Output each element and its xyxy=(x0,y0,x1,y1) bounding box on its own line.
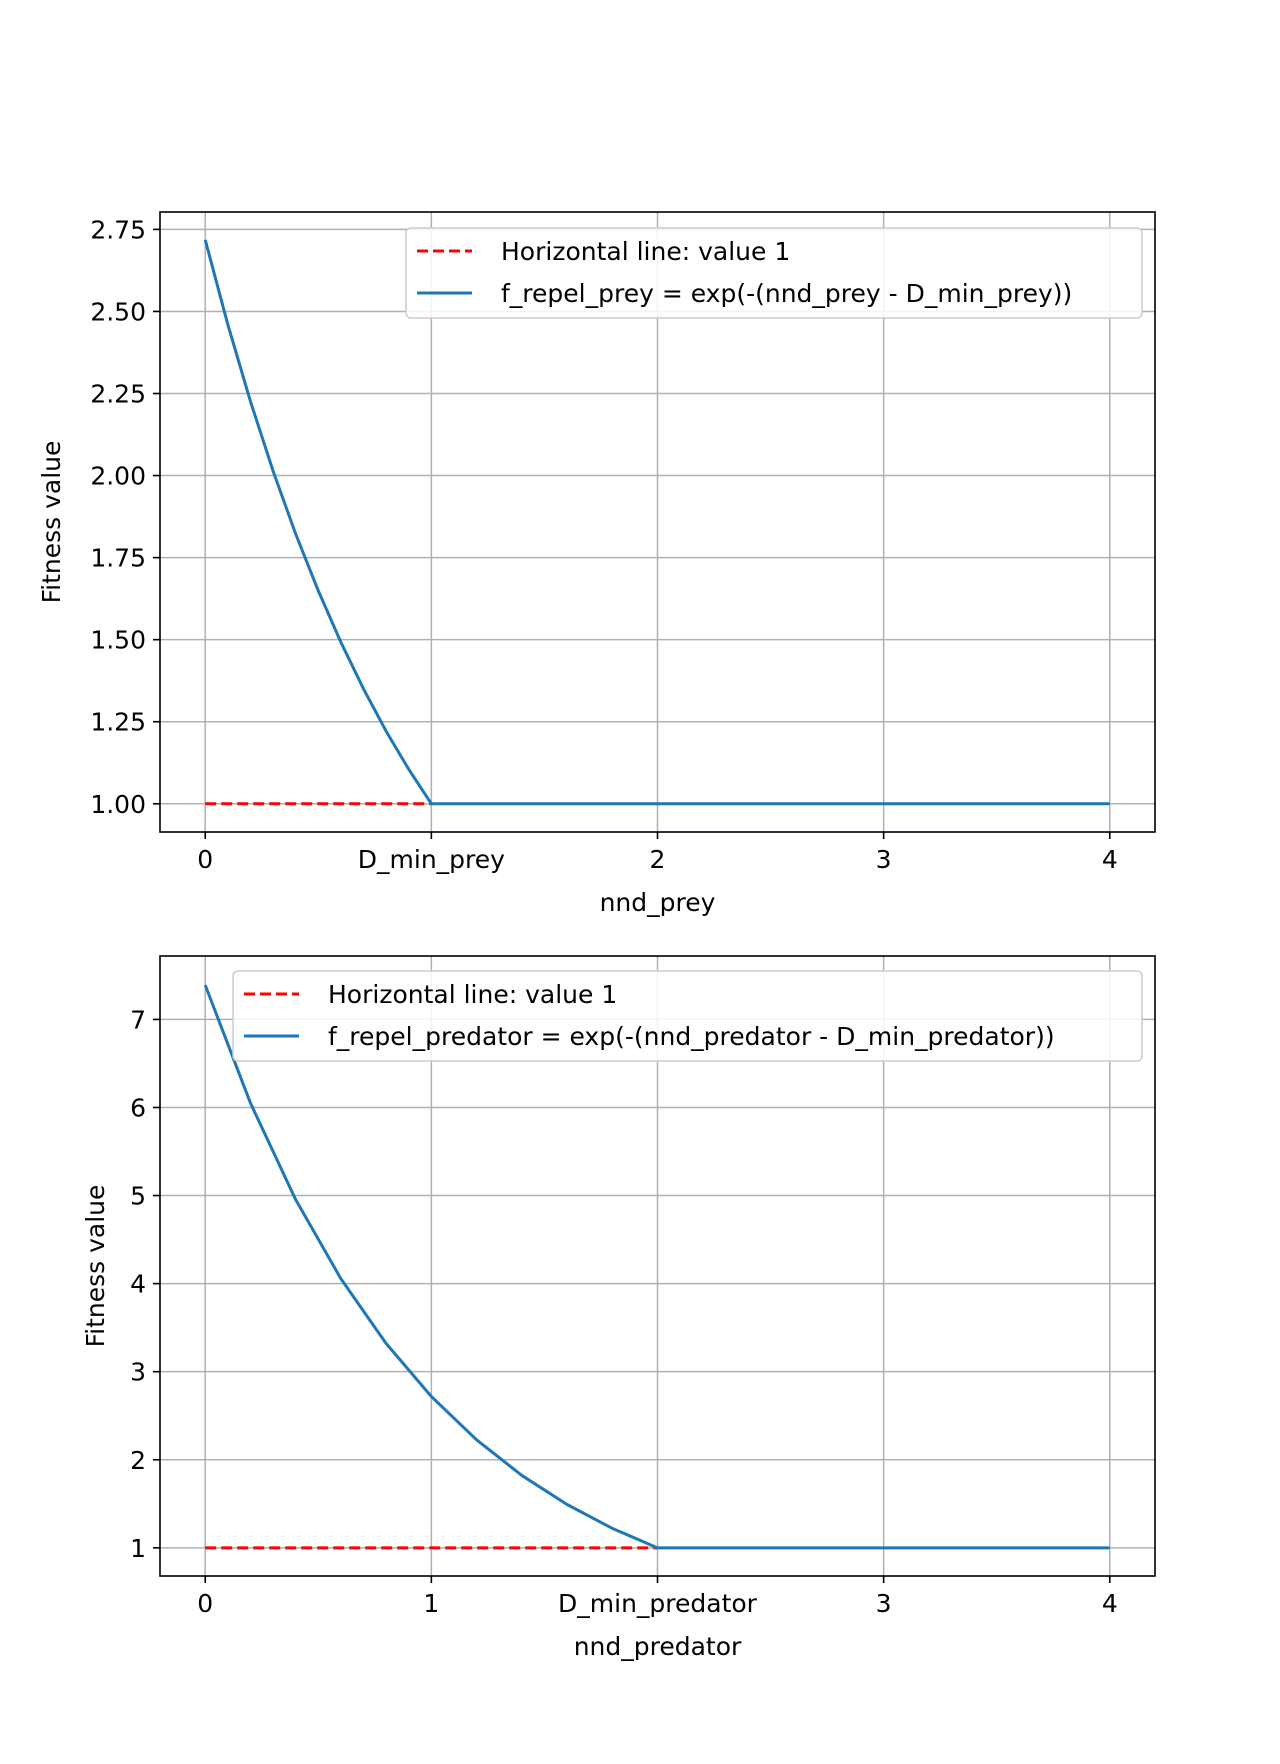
series-line-2 xyxy=(203,984,1110,1550)
y-tick-label: 4 xyxy=(130,1270,146,1299)
x-tick-label: 0 xyxy=(197,845,213,874)
y-tick-label: 2 xyxy=(130,1446,146,1475)
y-tick-label: 7 xyxy=(130,1005,146,1034)
y-tick-label: 1.75 xyxy=(90,544,146,573)
x-tick-label: D_min_predator xyxy=(558,1589,758,1618)
legend-label: Horizontal line: value 1 xyxy=(501,237,790,266)
x-axis-label: nnd_prey xyxy=(600,888,716,917)
y-tick-label: 1 xyxy=(130,1534,146,1563)
x-tick-label: 4 xyxy=(1102,1589,1118,1618)
x-axis-label: nnd_predator xyxy=(574,1632,742,1661)
legend-label: f_repel_prey = exp(-(nnd_prey - D_min_pr… xyxy=(501,279,1072,308)
legend-box xyxy=(232,970,1143,1062)
series-line-2 xyxy=(203,239,1110,806)
x-tick-label: 0 xyxy=(197,1589,213,1618)
y-tick-label: 2.50 xyxy=(90,297,146,326)
y-tick-label: 3 xyxy=(130,1358,146,1387)
legend: Horizontal line: value 1 f_repel_prey = e… xyxy=(405,227,1143,319)
y-tick-label: 2.75 xyxy=(90,215,146,244)
legend-box xyxy=(405,227,1143,319)
y-axis-label: Fitness value xyxy=(81,1185,110,1348)
x-tick-label: 3 xyxy=(876,845,892,874)
y-tick-label: 1.50 xyxy=(90,626,146,655)
x-tick-label: 1 xyxy=(423,1589,439,1618)
y-tick-label: 2.25 xyxy=(90,380,146,409)
legend-label: Horizontal line: value 1 xyxy=(328,980,617,1009)
y-tick-label: 1.25 xyxy=(90,708,146,737)
x-tick-label: 2 xyxy=(650,845,666,874)
x-tick-label: D_min_prey xyxy=(358,845,505,874)
legend-label: f_repel_predator = exp(-(nnd_predator - … xyxy=(328,1022,1055,1051)
y-tick-label: 2.00 xyxy=(90,462,146,491)
subplot-1: 0 D_min_prey 2 3 4 1.00 1.25 1.50 1.75 2.00 2.25 2.… xyxy=(37,211,1156,917)
y-tick-label: 5 xyxy=(130,1182,146,1211)
y-tick-label: 1.00 xyxy=(90,790,146,819)
x-tick-label: 3 xyxy=(876,1589,892,1618)
y-tick-label: 6 xyxy=(130,1093,146,1122)
subplot-2: 0 1 D_min_predator 3 4 1 2 3 4 5 6 7 nnd_predator Fit… xyxy=(81,955,1156,1661)
legend: Horizontal line: value 1 f_repel_predator… xyxy=(232,970,1143,1062)
x-tick-label: 4 xyxy=(1102,845,1118,874)
y-axis-label: Fitness value xyxy=(37,441,66,604)
